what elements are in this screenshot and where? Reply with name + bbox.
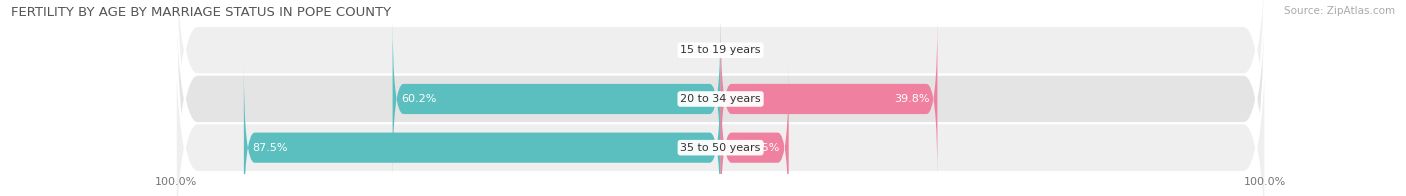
FancyBboxPatch shape: [392, 17, 721, 181]
Text: Source: ZipAtlas.com: Source: ZipAtlas.com: [1284, 6, 1395, 16]
FancyBboxPatch shape: [176, 0, 1265, 196]
Text: 60.2%: 60.2%: [401, 94, 436, 104]
FancyBboxPatch shape: [721, 65, 789, 196]
Text: 87.5%: 87.5%: [252, 143, 287, 153]
FancyBboxPatch shape: [176, 0, 1265, 196]
FancyBboxPatch shape: [176, 0, 1265, 196]
Text: 12.5%: 12.5%: [745, 143, 780, 153]
Text: 15 to 19 years: 15 to 19 years: [681, 45, 761, 55]
Text: 39.8%: 39.8%: [894, 94, 929, 104]
FancyBboxPatch shape: [721, 17, 938, 181]
Text: 0.0%: 0.0%: [731, 45, 759, 55]
Text: 35 to 50 years: 35 to 50 years: [681, 143, 761, 153]
Text: FERTILITY BY AGE BY MARRIAGE STATUS IN POPE COUNTY: FERTILITY BY AGE BY MARRIAGE STATUS IN P…: [11, 6, 391, 19]
FancyBboxPatch shape: [243, 65, 721, 196]
Text: 0.0%: 0.0%: [682, 45, 710, 55]
Text: 20 to 34 years: 20 to 34 years: [681, 94, 761, 104]
